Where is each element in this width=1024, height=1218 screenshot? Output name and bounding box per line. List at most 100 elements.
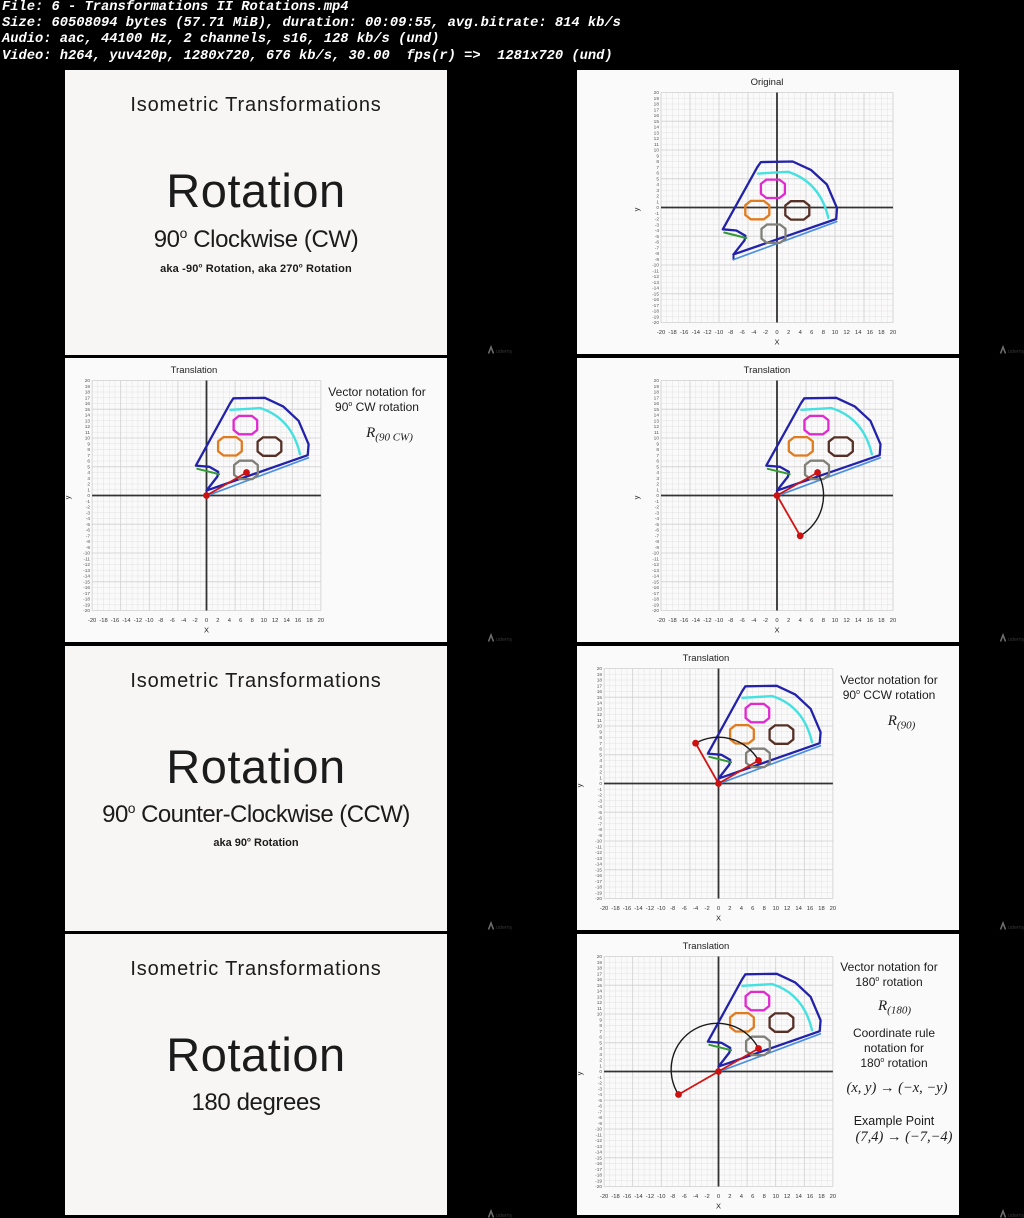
svg-text:-20: -20 [657,330,665,336]
svg-text:14: 14 [597,989,603,995]
svg-text:-14: -14 [634,1194,643,1200]
svg-text:Translation: Translation [744,365,791,376]
svg-text:16: 16 [85,401,91,407]
svg-text:y: y [575,783,584,787]
svg-text:20: 20 [597,666,603,672]
svg-text:20: 20 [890,330,896,336]
svg-text:-7: -7 [655,533,660,539]
svg-text:9: 9 [87,441,90,447]
svg-text:2: 2 [87,482,90,488]
svg-text:-9: -9 [598,833,603,839]
svg-text:-15: -15 [595,867,602,873]
svg-text:-5: -5 [598,810,603,816]
svg-text:-4: -4 [181,618,187,624]
svg-text:-11: -11 [84,556,91,562]
svg-text:1: 1 [599,1063,602,1069]
svg-text:-6: -6 [740,618,745,624]
svg-text:udemy: udemy [496,637,512,643]
svg-text:6: 6 [599,1035,602,1041]
svg-text:2: 2 [656,194,659,200]
svg-text:19: 19 [654,384,660,390]
svg-text:udemy: udemy [1008,925,1024,931]
svg-text:18: 18 [85,390,91,396]
svg-text:-17: -17 [83,591,90,597]
svg-text:10: 10 [832,618,838,624]
svg-text:-3: -3 [598,798,603,804]
svg-text:-17: -17 [595,1167,602,1173]
svg-text:18: 18 [878,330,884,336]
svg-text:18: 18 [818,906,824,912]
svg-text:14: 14 [855,330,862,336]
svg-text:6: 6 [751,906,754,912]
svg-text:6: 6 [751,1194,754,1200]
svg-text:3: 3 [656,188,659,194]
svg-text:-8: -8 [728,618,733,624]
svg-text:-6: -6 [86,528,91,534]
svg-text:16: 16 [295,618,301,624]
svg-text:16: 16 [807,906,813,912]
svg-text:7: 7 [87,453,90,459]
svg-text:-12: -12 [83,562,90,568]
svg-text:-2: -2 [655,217,660,223]
svg-text:16: 16 [807,1194,813,1200]
svg-text:-19: -19 [652,602,659,608]
svg-text:8: 8 [599,735,602,741]
svg-text:2: 2 [599,1058,602,1064]
svg-text:-18: -18 [668,618,676,624]
svg-text:12: 12 [784,906,790,912]
svg-text:-16: -16 [623,906,631,912]
svg-text:-7: -7 [598,1109,603,1115]
svg-text:-15: -15 [652,579,659,585]
svg-text:20: 20 [318,618,324,624]
svg-text:14: 14 [85,413,91,419]
svg-text:0: 0 [656,493,659,499]
svg-text:-2: -2 [86,505,91,511]
svg-text:14: 14 [597,701,603,707]
svg-text:4: 4 [740,1194,744,1200]
svg-text:-8: -8 [655,539,660,545]
svg-text:-4: -4 [598,1092,603,1098]
svg-text:-15: -15 [595,1155,602,1161]
svg-text:-15: -15 [83,579,90,585]
svg-text:6: 6 [656,171,659,177]
svg-text:-1: -1 [655,499,660,505]
svg-text:-6: -6 [655,528,660,534]
svg-text:-16: -16 [111,618,119,624]
svg-text:-10: -10 [715,618,723,624]
svg-text:3: 3 [599,764,602,770]
svg-text:18: 18 [597,966,603,972]
svg-text:15: 15 [654,407,660,413]
svg-text:8: 8 [656,159,659,165]
svg-text:y: y [575,1071,584,1075]
svg-text:14: 14 [654,413,660,419]
svg-text:-12: -12 [652,274,659,280]
svg-text:12: 12 [843,330,849,336]
svg-text:4: 4 [799,330,803,336]
svg-text:-4: -4 [693,1194,699,1200]
svg-text:-13: -13 [595,1144,602,1150]
svg-text:-11: -11 [596,844,603,850]
svg-text:10: 10 [772,906,778,912]
svg-text:12: 12 [843,618,849,624]
svg-text:-12: -12 [703,330,711,336]
svg-text:17: 17 [597,971,603,977]
svg-text:-10: -10 [657,1194,665,1200]
svg-text:-4: -4 [751,618,757,624]
svg-text:12: 12 [654,424,660,430]
svg-text:-19: -19 [595,890,602,896]
svg-text:-6: -6 [740,330,745,336]
svg-text:-13: -13 [652,280,659,286]
svg-text:20: 20 [654,378,660,384]
svg-text:4: 4 [656,182,659,188]
svg-text:10: 10 [597,724,603,730]
svg-text:2: 2 [599,770,602,776]
svg-text:7: 7 [599,741,602,747]
svg-text:-4: -4 [693,906,699,912]
svg-text:-6: -6 [655,240,660,246]
svg-text:-14: -14 [692,330,701,336]
svg-text:19: 19 [654,96,660,102]
svg-text:-5: -5 [655,234,660,240]
svg-text:8: 8 [822,618,825,624]
svg-text:13: 13 [597,994,603,1000]
svg-text:2: 2 [787,330,790,336]
